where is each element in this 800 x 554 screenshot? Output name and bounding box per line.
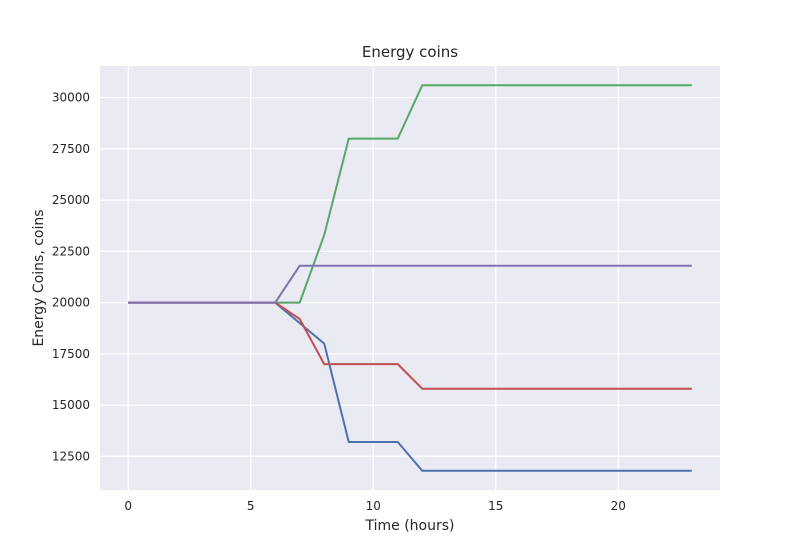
y-tick-label: 20000 — [52, 296, 90, 310]
y-axis-title: Energy Coins, coins — [31, 209, 47, 346]
x-tick-label: 5 — [247, 499, 255, 513]
y-tick-labels: 12500 15000 17500 20000 22500 25000 27500 30000 — [52, 91, 90, 464]
x-tick-label: 10 — [366, 499, 381, 513]
series-line-4 — [128, 264, 692, 304]
y-tick-label: 25000 — [52, 193, 90, 207]
x-tick-labels: 0 5 10 15 20 — [124, 499, 626, 513]
x-axis-title: Time (hours) — [365, 518, 455, 534]
chart-title: Energy coins — [362, 43, 458, 61]
x-tick-label: 0 — [124, 499, 132, 513]
y-tick-label: 15000 — [52, 398, 90, 412]
y-tick-label: 22500 — [52, 244, 90, 258]
y-tick-label: 27500 — [52, 142, 90, 156]
y-tick-label: 30000 — [52, 91, 90, 105]
x-tick-label: 15 — [488, 499, 503, 513]
x-tick-label: 20 — [611, 499, 626, 513]
y-tick-label: 17500 — [52, 347, 90, 361]
plot-area — [100, 66, 720, 490]
series-lines — [128, 84, 692, 472]
y-tick-label: 12500 — [52, 449, 90, 463]
